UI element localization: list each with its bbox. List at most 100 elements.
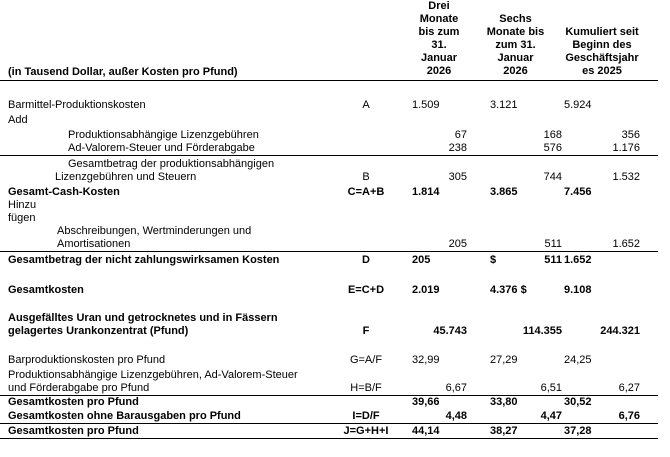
value-text: 4,48: [445, 409, 467, 422]
production-cost-table: (in Tausend Dollar, außer Kosten pro Pfu…: [0, 0, 658, 439]
value-text: 67: [454, 128, 467, 141]
row-label: Gesamtkosten pro Pfund: [0, 423, 334, 439]
value-three-months: 45.743: [398, 310, 468, 338]
value-text: 744: [543, 170, 562, 183]
value-three-months: 39,66: [398, 395, 468, 409]
row-tail: [641, 352, 658, 367]
value-text: 1.532: [612, 170, 640, 183]
dollar-sign: $: [490, 254, 497, 266]
spacer-row: [0, 81, 658, 97]
value-three-months: 44,14: [398, 423, 468, 439]
table-row: Barproduktionskosten pro Pfund G=A/F 32,…: [0, 352, 658, 367]
row-tail: [641, 395, 658, 409]
value-text: 244.321: [600, 325, 640, 337]
value-text: 2.019: [412, 284, 440, 296]
value-three-months: 205: [398, 251, 468, 267]
row-label: Barproduktionskosten pro Pfund: [8, 354, 166, 366]
value-six-months: 3.865: [468, 184, 563, 199]
row-label: Produktionsabhängige Lizenzgebühren, Ad-…: [0, 367, 334, 396]
value-cumulative: 24,25: [563, 352, 641, 367]
row-label: Produktionsabhängige Lizenzgebühren: [68, 128, 259, 141]
table-row: Barmittel-Produktionskosten A 1.509 3.12…: [0, 97, 658, 112]
table-row: Add: [0, 112, 658, 127]
row-tail: [641, 184, 658, 199]
value-six-months: 27,29: [468, 352, 563, 367]
value-text: 1.176: [612, 142, 640, 154]
value-cumulative: 5.924: [563, 97, 641, 112]
row-tail: [641, 367, 658, 396]
value-six-months: 33,80: [468, 395, 563, 409]
row-label: Gesamtbetrag der nicht zahlungswirksamen…: [8, 254, 280, 266]
row-formula: D: [362, 254, 370, 266]
row-label: Gesamtkosten pro Pfund: [8, 396, 139, 408]
table-row: Gesamtkosten E=C+D 2.019 4.376 $ 9.108: [0, 282, 658, 297]
row-label: Gesamtkosten: [8, 284, 84, 296]
row-formula: [334, 224, 398, 252]
row-label: Gesamtkosten ohne Barausgaben pro Pfund: [0, 409, 334, 424]
table-row: Gesamtkosten ohne Barausgaben pro Pfund …: [0, 409, 658, 424]
value-text: 1.652: [612, 237, 640, 250]
row-formula: B: [362, 170, 370, 183]
value-text: 1.509: [412, 98, 440, 111]
value-cumulative: 1.652: [563, 251, 641, 267]
value-three-months: 32,99: [398, 352, 468, 367]
value-text: 205: [448, 237, 467, 250]
row-tail: [641, 156, 658, 184]
column-header-cumulative: Kumuliert seit Beginn des Geschäftsjahr …: [563, 0, 641, 81]
value-three-months: 6,67: [398, 367, 468, 396]
value-text: 576: [543, 142, 562, 154]
row-formula: G=A/F: [349, 354, 383, 366]
row-formula: A: [362, 98, 370, 111]
row-formula: [334, 141, 398, 156]
value-cumulative: 1.176: [563, 141, 641, 156]
value-six-months: 168: [468, 127, 563, 142]
value-text: 1.814: [412, 185, 440, 198]
value-text: 32,99: [412, 354, 440, 366]
table-row: Produktionsabhängige Lizenzgebühren 67 1…: [0, 127, 658, 142]
value-cumulative: 244.321: [563, 310, 641, 338]
value-text: 27,29: [490, 354, 518, 366]
value-six-months: 744: [468, 156, 563, 184]
value-text: 6,27: [618, 381, 640, 394]
row-formula: [334, 127, 398, 142]
row-tail: [641, 310, 658, 338]
value-text: 39,66: [412, 396, 440, 408]
value-text: 5.924: [564, 98, 592, 111]
table-row: Gesamtbetrag der produktionsabhängigen Li…: [0, 156, 658, 184]
value-cumulative: 37,28: [563, 423, 641, 439]
value-text: 168: [543, 128, 562, 141]
table-row: Gesamtkosten pro Pfund 39,66 33,80 30,52: [0, 395, 658, 409]
table-row: Produktionsabhängige Lizenzgebühren, Ad-…: [0, 367, 658, 396]
value-text: 24,25: [564, 354, 592, 366]
row-tail: [641, 423, 658, 439]
row-label: Gesamtbetrag der produktionsabhängigen Li…: [55, 157, 275, 183]
value-three-months: 305: [398, 156, 468, 184]
value-three-months: 1.814: [398, 184, 468, 199]
table-row: Ad-Valorem-Steuer und Förderabgabe 238 5…: [0, 141, 658, 156]
value-text: 38,27: [490, 424, 518, 437]
value-six-months: 6,51: [468, 367, 563, 396]
row-tail: [641, 224, 658, 252]
spacer-row: [0, 297, 658, 310]
value-six-months: 511: [468, 224, 563, 252]
value-text: 4,47: [540, 409, 562, 422]
value-text: 30,52: [564, 396, 592, 408]
row-tail: [641, 409, 658, 424]
value-cumulative: 356: [563, 127, 641, 142]
value-text: 511: [544, 237, 562, 250]
table-row: Gesamtbetrag der nicht zahlungswirksamen…: [0, 251, 658, 267]
row-tail: [641, 127, 658, 142]
value-cumulative: 9.108: [563, 282, 641, 297]
row-formula: E=C+D: [347, 284, 385, 296]
row-label: Ausgefälltes Uran und getrocknetes und i…: [8, 312, 278, 337]
row-label: Add: [8, 113, 28, 126]
row-formula: C=A+B: [347, 185, 385, 198]
value-text: 6,51: [540, 381, 562, 394]
value-text: 238: [448, 142, 467, 154]
value-six-months: $511: [468, 251, 563, 267]
row-tail: [641, 251, 658, 267]
value-cumulative: 1.532: [563, 156, 641, 184]
value-three-months: 2.019: [398, 282, 468, 297]
value-three-months: 205: [398, 224, 468, 252]
row-label: Hinzu fügen: [8, 198, 37, 224]
